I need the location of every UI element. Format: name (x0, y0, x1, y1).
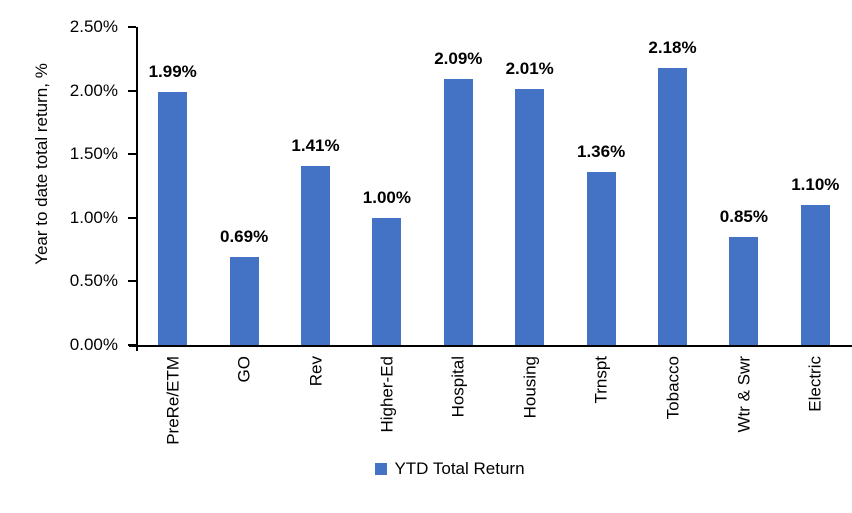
x-category-label: Trnspt (591, 356, 611, 404)
bar (515, 89, 545, 345)
legend-marker (375, 463, 388, 475)
y-tick-mark (128, 216, 136, 219)
bar (658, 67, 687, 345)
x-category-label: Wtr & Swr (734, 356, 754, 433)
bar-value-label: 2.09% (434, 49, 483, 69)
legend: YTD Total Return (48, 459, 852, 479)
y-tick-label: 2.50% (69, 17, 118, 36)
y-axis-line (136, 27, 138, 347)
bar-value-label: 0.69% (219, 227, 269, 247)
bar-value-label: 1.99% (148, 61, 197, 81)
x-category-label: Hospital (448, 356, 468, 418)
y-tick-mark (128, 26, 136, 28)
bar-value-label: 1.10% (791, 175, 840, 195)
y-tick-label: 0.50% (69, 271, 118, 291)
x-category-label: GO (234, 356, 254, 383)
bar-value-label: 1.36% (576, 142, 626, 161)
bar-value-label: 0.85% (719, 206, 768, 226)
bar-value-label: 1.41% (291, 135, 340, 155)
y-tick-label: 0.00% (69, 335, 118, 354)
x-axis-origin-tick (136, 347, 138, 351)
x-category-label: PreRe/ETM (163, 356, 183, 445)
bar-value-label: 1.00% (362, 187, 411, 207)
bar (372, 217, 402, 345)
x-category-label: Tobacco (663, 356, 682, 420)
bar (301, 165, 330, 345)
bar (229, 257, 259, 345)
y-tick-mark (128, 344, 136, 346)
bar (443, 79, 473, 345)
x-category-label: Electric (805, 356, 825, 412)
y-tick-mark (128, 153, 136, 156)
x-axis-line (129, 345, 852, 347)
y-tick-label: 1.00% (69, 207, 118, 227)
x-category-label: Rev (306, 356, 325, 387)
y-tick-mark (128, 89, 136, 92)
bar-value-label: 2.01% (505, 59, 554, 79)
y-tick-mark (128, 280, 136, 283)
x-category-label: Housing (520, 356, 540, 419)
bar (158, 91, 188, 345)
bar-value-label: 2.18% (648, 37, 697, 57)
y-tick-label: 2.00% (69, 80, 118, 100)
legend-label: YTD Total Return (394, 459, 525, 478)
bar (800, 205, 830, 345)
x-category-label: Higher-Ed (377, 356, 397, 433)
y-tick-label: 1.50% (69, 144, 118, 164)
bar (586, 172, 616, 345)
bar (729, 236, 759, 345)
